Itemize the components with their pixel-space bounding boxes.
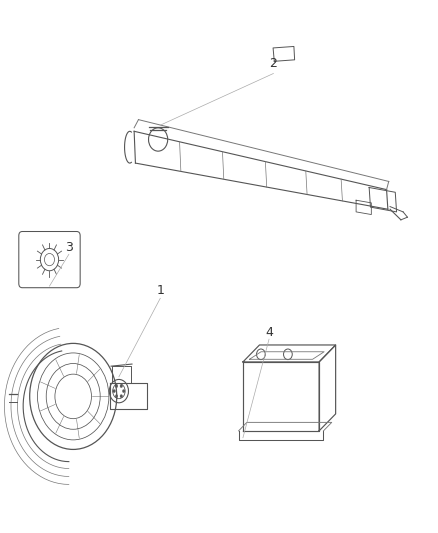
Circle shape — [115, 384, 118, 387]
Text: 1: 1 — [156, 284, 164, 297]
Text: 2: 2 — [269, 58, 277, 70]
Circle shape — [120, 384, 123, 387]
Circle shape — [120, 394, 123, 398]
Text: 4: 4 — [265, 326, 273, 340]
Circle shape — [122, 390, 125, 393]
Circle shape — [113, 390, 116, 393]
Text: 3: 3 — [65, 241, 73, 254]
Circle shape — [115, 394, 118, 398]
